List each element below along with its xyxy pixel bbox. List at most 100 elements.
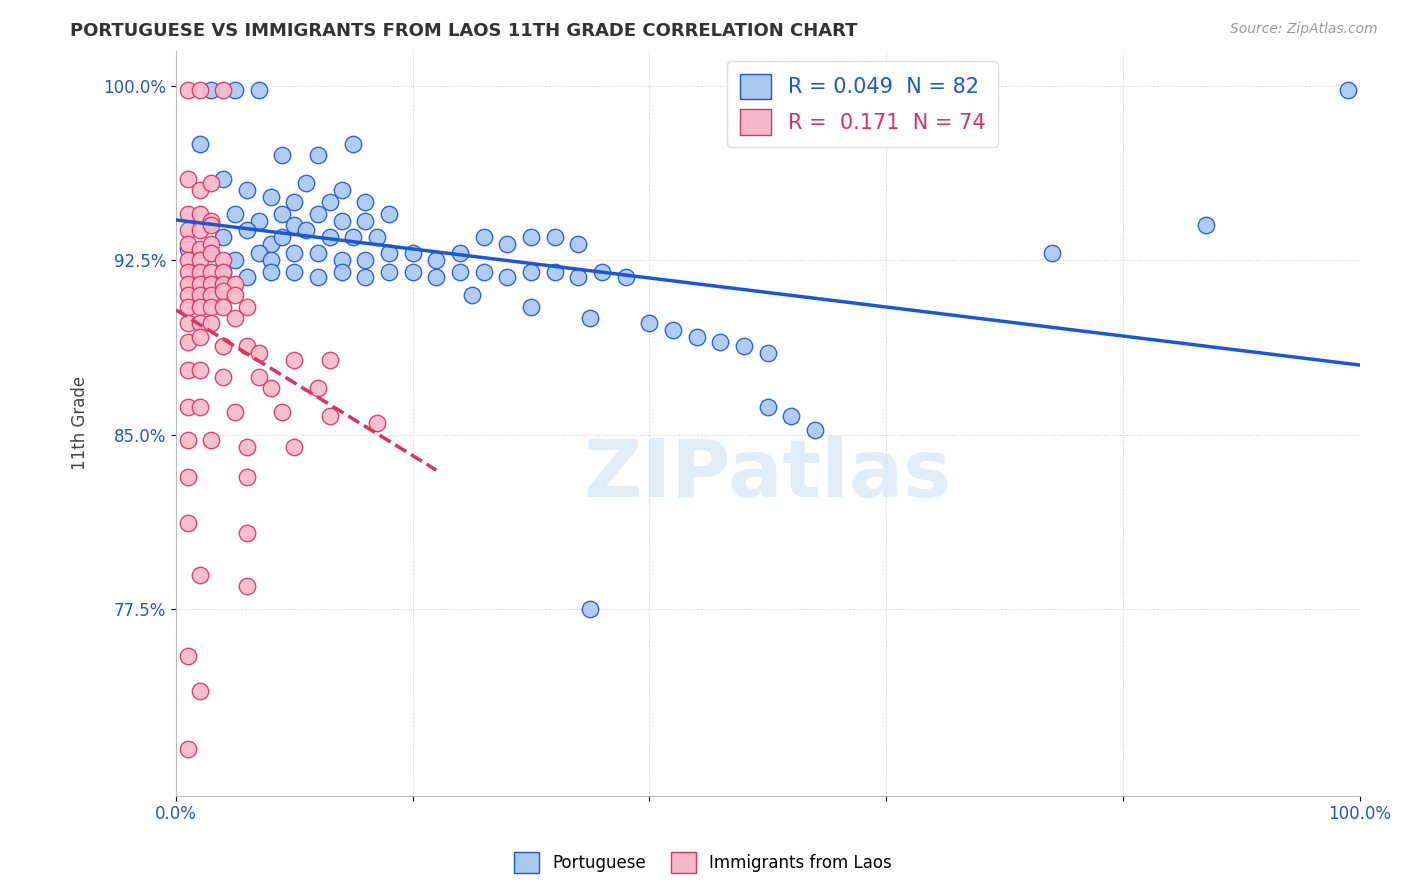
Point	[330, 265, 353, 279]
Point	[188, 223, 211, 237]
Point	[283, 440, 305, 454]
Point	[307, 269, 329, 284]
Point	[224, 277, 246, 291]
Point	[378, 246, 401, 260]
Point	[200, 219, 222, 233]
Point	[342, 230, 364, 244]
Point	[662, 323, 685, 337]
Point	[188, 183, 211, 197]
Point	[224, 288, 246, 302]
Point	[212, 284, 235, 298]
Point	[188, 207, 211, 221]
Point	[330, 183, 353, 197]
Point	[176, 516, 198, 531]
Point	[200, 288, 222, 302]
Point	[188, 242, 211, 256]
Point	[496, 236, 519, 251]
Point	[247, 246, 270, 260]
Point	[295, 223, 318, 237]
Point	[259, 381, 281, 395]
Point	[188, 400, 211, 414]
Point	[247, 369, 270, 384]
Point	[200, 316, 222, 330]
Point	[212, 339, 235, 353]
Point	[401, 246, 423, 260]
Point	[342, 136, 364, 151]
Point	[259, 190, 281, 204]
Point	[330, 253, 353, 268]
Point	[176, 469, 198, 483]
Point	[188, 265, 211, 279]
Point	[271, 404, 294, 418]
Point	[804, 423, 827, 437]
Point	[685, 330, 707, 344]
Point	[212, 265, 235, 279]
Point	[200, 246, 222, 260]
Point	[176, 433, 198, 447]
Point	[176, 236, 198, 251]
Point	[425, 269, 447, 284]
Point	[319, 409, 342, 424]
Point	[188, 288, 211, 302]
Point	[176, 400, 198, 414]
Point	[378, 207, 401, 221]
Point	[319, 230, 342, 244]
Point	[176, 207, 198, 221]
Point	[188, 316, 211, 330]
Point	[283, 246, 305, 260]
Point	[520, 265, 543, 279]
Point	[212, 171, 235, 186]
Point	[472, 265, 495, 279]
Point	[543, 230, 565, 244]
Point	[307, 381, 329, 395]
Point	[176, 300, 198, 314]
Point	[236, 440, 259, 454]
Point	[176, 223, 198, 237]
Point	[1040, 246, 1063, 260]
Point	[472, 230, 495, 244]
Point	[307, 148, 329, 162]
Point	[200, 246, 222, 260]
Point	[236, 339, 259, 353]
Point	[567, 236, 589, 251]
Point	[247, 346, 270, 360]
Point	[425, 253, 447, 268]
Point	[176, 316, 198, 330]
Point	[756, 400, 779, 414]
Point	[176, 83, 198, 97]
Point	[591, 265, 613, 279]
Point	[188, 136, 211, 151]
Point	[579, 602, 602, 616]
Point	[188, 83, 211, 97]
Point	[780, 409, 803, 424]
Point	[543, 265, 565, 279]
Point	[212, 253, 235, 268]
Point	[271, 230, 294, 244]
Point	[224, 404, 246, 418]
Point	[1337, 83, 1360, 97]
Point	[354, 253, 377, 268]
Point	[188, 362, 211, 376]
Text: Source: ZipAtlas.com: Source: ZipAtlas.com	[1230, 22, 1378, 37]
Point	[378, 265, 401, 279]
Point	[212, 369, 235, 384]
Point	[200, 300, 222, 314]
Point	[307, 207, 329, 221]
Point	[212, 230, 235, 244]
Point	[319, 194, 342, 209]
Point	[259, 236, 281, 251]
Point	[756, 346, 779, 360]
Point	[176, 277, 198, 291]
Point	[176, 742, 198, 756]
Point	[401, 265, 423, 279]
Point	[212, 277, 235, 291]
Point	[176, 265, 198, 279]
Point	[247, 83, 270, 97]
Point	[354, 194, 377, 209]
Point	[354, 269, 377, 284]
Point	[200, 236, 222, 251]
Point	[212, 265, 235, 279]
Point	[188, 330, 211, 344]
Point	[200, 277, 222, 291]
Point	[354, 213, 377, 227]
